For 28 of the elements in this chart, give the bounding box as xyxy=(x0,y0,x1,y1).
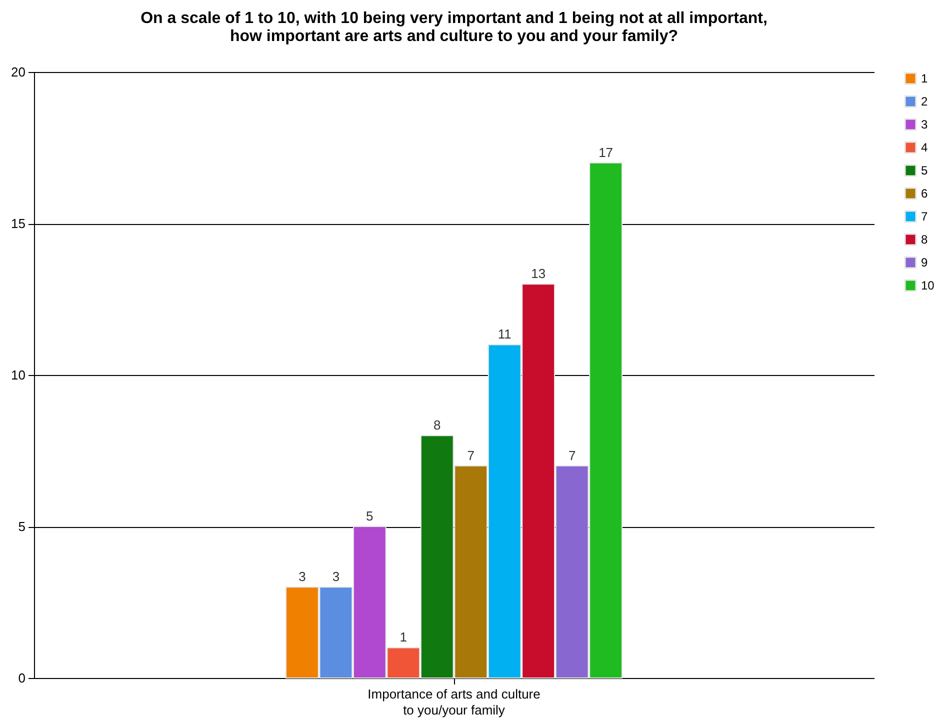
legend-label: 3 xyxy=(921,118,928,132)
legend-label: 4 xyxy=(921,140,928,154)
data-label: 13 xyxy=(531,266,546,282)
data-label: 7 xyxy=(568,448,576,463)
data-label: 7 xyxy=(467,448,474,463)
text: On a scale of 1 to 10, with 10 being very important and 1 being not at all important, xyxy=(140,10,768,27)
data-label: 17 xyxy=(598,144,614,160)
data-label: 8 xyxy=(434,418,441,433)
y-tick-label: 15 xyxy=(11,216,26,231)
text: how important are arts and culture to you and your family? xyxy=(230,28,678,45)
y-tick-label: 5 xyxy=(18,519,26,534)
legend-label: 6 xyxy=(921,186,928,200)
data-label: 1 xyxy=(400,630,408,645)
data-label: 11 xyxy=(498,326,512,342)
x-tick-label: Importance of arts and culture to you/your family xyxy=(368,686,540,718)
data-label: 3 xyxy=(332,569,340,584)
legend-label: 9 xyxy=(921,256,928,270)
data-label: 3 xyxy=(298,569,306,584)
legend-label: 10 xyxy=(921,278,935,292)
data-label: 5 xyxy=(366,508,374,524)
legend-label: 2 xyxy=(921,94,928,108)
y-tick-label: 10 xyxy=(11,368,26,382)
legend-label: 7 xyxy=(921,210,928,224)
legend-label: 5 xyxy=(921,164,928,178)
legend-label: 1 xyxy=(921,72,928,86)
legend-label: 8 xyxy=(921,232,928,246)
y-tick-label: 0 xyxy=(18,670,26,686)
y-tick-label: 20 xyxy=(11,64,26,80)
